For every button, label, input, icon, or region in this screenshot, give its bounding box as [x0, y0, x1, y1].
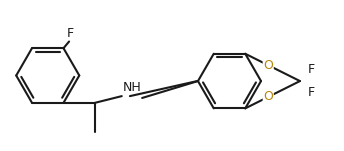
- Text: O: O: [263, 90, 273, 103]
- Text: F: F: [308, 86, 315, 99]
- Text: F: F: [308, 63, 315, 76]
- Text: NH: NH: [123, 81, 142, 94]
- Text: F: F: [66, 27, 73, 40]
- Text: O: O: [263, 59, 273, 72]
